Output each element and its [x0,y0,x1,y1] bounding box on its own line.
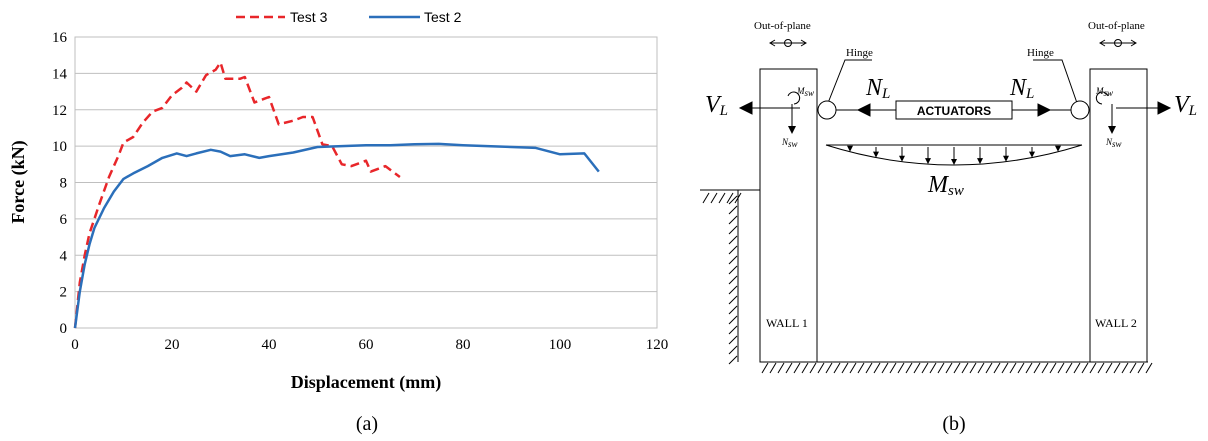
hinge-label-left: Hinge [846,47,873,59]
caption-a: (a) [356,413,378,435]
out-of-plane-label-left: Out-of-plane [754,20,811,32]
y-tick-label: 16 [52,30,68,46]
wall-1-label: WALL 1 [766,316,808,330]
x-tick-label: 80 [456,337,471,353]
hinge-left-icon [817,100,837,120]
actuators-box [895,100,1013,120]
wall-1-nsw-label: Nsw [781,137,798,149]
wall-2-nsw-label: Nsw [1105,137,1122,149]
out-of-plane-label-right: Out-of-plane [1088,20,1145,32]
legend-label-test-2: Test 2 [424,9,462,25]
out-of-plane-arrow-left-icon [769,39,807,47]
x-tick-label: 0 [71,337,79,353]
hinge-right-icon [1070,100,1090,120]
y-tick-label: 12 [52,103,67,119]
msw-load-arrows [847,145,1061,165]
force-displacement-chart: 0 2 4 6 8 10 12 14 16 0 20 40 60 80 100 120 Displaceme… [8,9,668,435]
y-tick-label: 4 [60,248,68,264]
wall-1-msw-label: Msw [796,86,814,98]
y-tick-label: 2 [60,285,68,301]
legend-label-test-3: Test 3 [290,9,328,25]
x-tick-labels: 0 20 40 60 80 100 120 [71,337,668,353]
legend: Test 3 Test 2 [236,9,462,25]
x-tick-label: 20 [165,337,180,353]
out-of-plane-arrow-right-icon [1099,39,1137,47]
x-axis-title: Displacement (mm) [291,372,441,393]
series-lines [73,61,600,329]
y-axis-title: Force (kN) [8,140,29,223]
actuators-label: ACTUATORS [917,104,991,118]
hinge-label-right: Hinge [1027,47,1054,59]
series-line-test-3 [73,61,401,329]
wall-2 [1089,68,1148,363]
y-tick-label: 6 [60,212,68,228]
arrow-vl-left-icon [738,101,753,115]
hinge-leader-right [1033,59,1078,104]
x-tick-label: 60 [359,337,374,353]
arrow-nl-right-icon [1037,103,1052,117]
y-tick-label: 8 [60,176,68,192]
ground-hatching [700,189,1153,374]
nl-right-symbol: NL [1009,75,1034,102]
wall-2-msw-label: Msw [1095,86,1113,98]
x-tick-label: 120 [646,337,669,353]
msw-symbol: Msw [927,172,964,199]
y-tick-labels: 0 2 4 6 8 10 12 14 16 [52,30,68,337]
y-tick-label: 0 [60,321,68,337]
y-tick-label: 10 [52,139,67,155]
caption-b: (b) [942,413,965,435]
vl-right-symbol: VL [1174,92,1197,119]
wall-2-label: WALL 2 [1095,316,1137,330]
y-tick-label: 14 [52,66,68,82]
arrow-nl-left-icon [856,103,871,117]
x-tick-label: 40 [262,337,277,353]
arrow-vl-right-icon [1157,101,1172,115]
nl-left-symbol: NL [865,75,890,102]
hinge-leader-left [827,59,872,104]
wall-1 [759,68,818,363]
wall-1-msw-nsw: Msw Nsw [781,86,814,149]
test-setup-diagram: WALL 1 WALL 2 Out-of-plane Out-of-plane … [700,20,1197,435]
vl-left-symbol: VL [705,92,728,119]
wall-2-msw-nsw: Msw Nsw [1095,86,1122,149]
series-line-test-2 [73,142,600,329]
x-tick-label: 100 [549,337,572,353]
